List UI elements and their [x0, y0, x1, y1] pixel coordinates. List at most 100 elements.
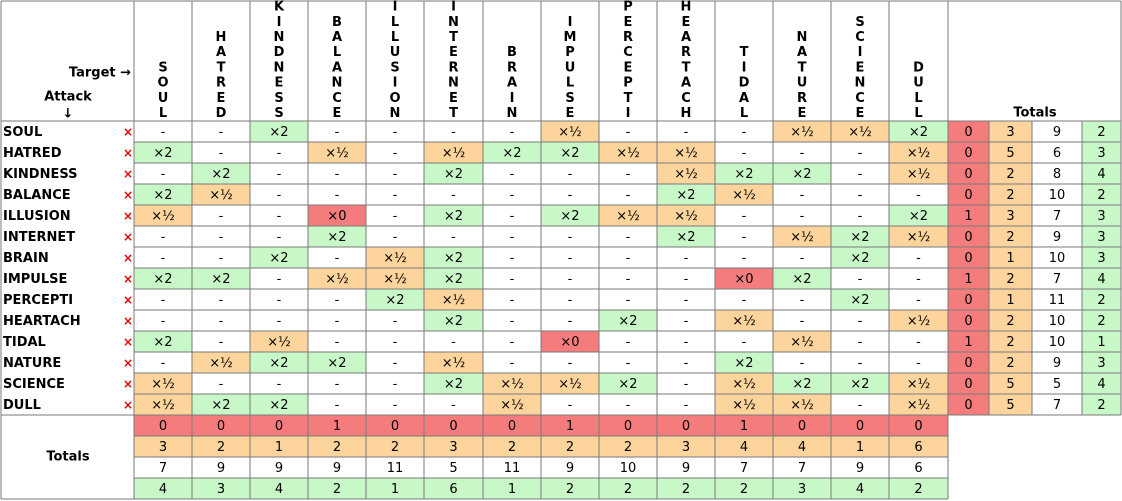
- matchup-cell: -: [916, 272, 921, 287]
- cell-bg: [308, 352, 366, 373]
- column-total-double: 6: [449, 482, 457, 497]
- row-total-zero: 0: [964, 167, 972, 182]
- matchup-cell: ×2: [211, 398, 230, 413]
- matchup-cell: ×2: [327, 230, 346, 245]
- column-total-bg: [715, 457, 773, 478]
- matchup-cell: -: [161, 293, 166, 308]
- column-total-zero: 0: [682, 419, 690, 434]
- matchup-cell: -: [568, 272, 573, 287]
- matchup-cell: -: [277, 167, 282, 182]
- row-total-half: 3: [1006, 209, 1014, 224]
- matchup-cell: ×½: [209, 188, 233, 203]
- column-total-bg: [308, 415, 366, 436]
- column-total-double: 2: [624, 482, 632, 497]
- cell-bg: [657, 331, 715, 352]
- column-total-bg: [134, 457, 192, 478]
- column-total-zero: 1: [566, 419, 574, 434]
- row-label-science: SCIENCE: [3, 377, 65, 392]
- row-total-half: 2: [1006, 335, 1014, 350]
- cell-bg: [657, 184, 715, 205]
- row-total-normal: 10: [1049, 188, 1066, 203]
- row-total-bg: [1032, 247, 1082, 268]
- matchup-cell: ×2: [850, 230, 869, 245]
- cell-bg: [366, 394, 424, 415]
- column-total-bg: [424, 457, 483, 478]
- cell-bg: [192, 289, 250, 310]
- cell-bg: [250, 184, 308, 205]
- matchup-cell: ×½: [790, 230, 814, 245]
- matchup-cell: -: [800, 314, 805, 329]
- cell-bg: [483, 331, 541, 352]
- matchup-cell: ×2: [850, 293, 869, 308]
- row-label-soul: SOUL: [3, 125, 42, 140]
- cell-bg: [192, 373, 250, 394]
- matchup-cell: ×½: [616, 146, 640, 161]
- cell-bg: [831, 310, 889, 331]
- matchup-cell: -: [510, 167, 515, 182]
- column-total-bg: [599, 478, 657, 499]
- column-total-zero: 1: [740, 419, 748, 434]
- column-total-bg: [134, 415, 192, 436]
- row-total-zero: 0: [964, 356, 972, 371]
- cell-bg: [773, 226, 831, 247]
- cell-bg: [366, 310, 424, 331]
- column-total-bg: [831, 457, 889, 478]
- matchup-cell: -: [626, 272, 631, 287]
- row-total-double: 3: [1097, 356, 1105, 371]
- row-total-bg: [1082, 352, 1121, 373]
- matchup-cell: -: [858, 272, 863, 287]
- cell-bg: [308, 310, 366, 331]
- cell-bg: [366, 268, 424, 289]
- cell-bg: [715, 310, 773, 331]
- cell-bg: [424, 163, 483, 184]
- matchup-cell: -: [161, 314, 166, 329]
- matchup-cell: ×2: [734, 356, 753, 371]
- column-total-normal: 10: [620, 461, 637, 476]
- totals-row-label: Totals: [46, 450, 90, 465]
- matchup-cell: ×½: [674, 167, 698, 182]
- cell-bg: [831, 373, 889, 394]
- column-total-zero: 0: [856, 419, 864, 434]
- cell-bg: [541, 289, 599, 310]
- matchup-cell: -: [800, 356, 805, 371]
- cell-bg: [599, 331, 657, 352]
- row-total-bg: [948, 121, 989, 142]
- matchup-cell: ×½: [558, 125, 582, 140]
- row-total-bg: [1082, 310, 1121, 331]
- cell-bg: [773, 163, 831, 184]
- cell-bg: [134, 247, 192, 268]
- matchup-cell: ×½: [790, 398, 814, 413]
- cell-bg: [773, 331, 831, 352]
- matchup-cell: ×½: [732, 314, 756, 329]
- matchup-cell: -: [858, 146, 863, 161]
- x-icon: ×: [123, 230, 133, 244]
- row-total-normal: 5: [1053, 377, 1061, 392]
- row-total-bg: [989, 121, 1032, 142]
- cell-bg: [657, 373, 715, 394]
- row-total-bg: [1082, 163, 1121, 184]
- cell-bg: [599, 310, 657, 331]
- column-total-normal: 6: [914, 461, 922, 476]
- column-total-bg: [192, 457, 250, 478]
- cell-bg: [250, 394, 308, 415]
- cell-bg: [599, 289, 657, 310]
- row-total-bg: [989, 247, 1032, 268]
- matchup-cell: -: [219, 251, 224, 266]
- matchup-cell: ×2: [385, 293, 404, 308]
- cell-bg: [657, 121, 715, 142]
- matchup-cell: -: [916, 356, 921, 371]
- cell-bg: [366, 142, 424, 163]
- column-total-double: 1: [391, 482, 399, 497]
- row-total-bg: [1032, 142, 1082, 163]
- matchup-cell: -: [393, 146, 398, 161]
- matchup-cell: -: [742, 230, 747, 245]
- matchup-cell: ×2: [444, 272, 463, 287]
- matchup-cell: -: [568, 314, 573, 329]
- cell-bg: [483, 163, 541, 184]
- matchup-cell: ×½: [848, 125, 872, 140]
- cell-bg: [657, 163, 715, 184]
- matchup-cell: ×2: [850, 377, 869, 392]
- column-total-normal: 7: [159, 461, 167, 476]
- matchup-cell: ×½: [151, 209, 175, 224]
